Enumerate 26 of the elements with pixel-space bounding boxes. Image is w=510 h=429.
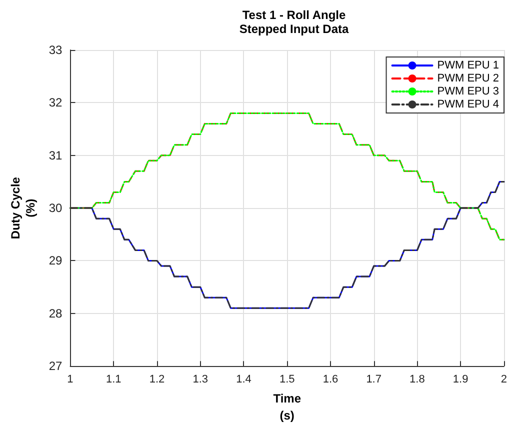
- x-tick-label: 1.7: [366, 374, 382, 386]
- x-tick-label: 1.8: [410, 374, 425, 386]
- y-axis-title: Duty Cycle (%): [8, 176, 38, 240]
- chart-title: Test 1 - Roll Angle: [242, 8, 346, 22]
- x-tick-label: 1.9: [452, 374, 468, 386]
- x-tick-label: 1.5: [279, 374, 295, 386]
- y-tick-label: 27: [48, 359, 63, 374]
- y-tick-label: 30: [48, 201, 63, 216]
- x-tick-label: 2: [500, 374, 508, 386]
- x-axis-title: Time (s): [273, 392, 302, 422]
- y-tick-label: 29: [48, 254, 63, 268]
- chart-subtitle: Stepped Input Data: [239, 22, 349, 36]
- y-tick-label: 31: [48, 148, 63, 162]
- legend-label: PWM EPU 1: [437, 60, 500, 72]
- y-tick-label: 32: [48, 96, 63, 110]
- y-tick-label: 33: [48, 43, 63, 57]
- legend-label: PWM EPU 4: [437, 98, 500, 110]
- x-tick-label: 1.4: [236, 374, 252, 386]
- legend-label: PWM EPU 2: [437, 72, 500, 84]
- x-tick-label: 1.1: [106, 374, 122, 386]
- legend-label: PWM EPU 3: [437, 86, 500, 98]
- y-tick-label: 28: [48, 306, 63, 320]
- x-tick-label: 1.6: [322, 374, 338, 386]
- x-tick-label: 1: [67, 374, 74, 386]
- x-tick-label: 1.3: [192, 374, 208, 386]
- x-tick-label: 1.2: [149, 374, 165, 386]
